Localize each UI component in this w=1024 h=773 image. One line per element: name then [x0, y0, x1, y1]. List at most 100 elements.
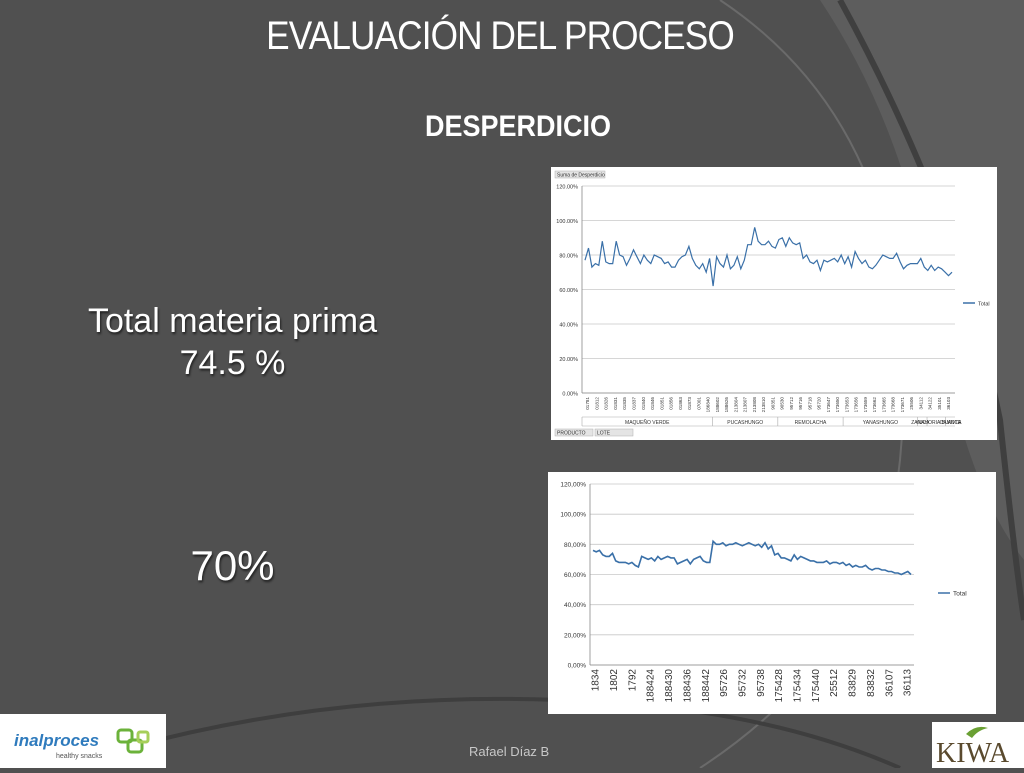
x-tick-label: 01812 — [594, 397, 599, 410]
y-tick-label: 40,00% — [564, 602, 586, 609]
x-tick-label: 35101 — [937, 397, 942, 410]
x-tick-label: 188626 — [724, 397, 729, 413]
y-tick-label: 80.00% — [559, 254, 578, 260]
x-tick-label: 90351 — [770, 397, 775, 410]
x-tick-label: 173671 — [900, 397, 905, 413]
x-tick-label: 173668 — [891, 397, 896, 413]
x-tick-label: 213808 — [752, 397, 757, 413]
series-line-total — [584, 227, 953, 287]
product-group-label: PUCASHUNGO — [727, 420, 763, 426]
y-tick-label: 60.00% — [559, 288, 578, 294]
x-tick-label: 01831 — [613, 397, 618, 410]
x-tick-label: 01873 — [687, 397, 692, 410]
y-tick-label: 40.00% — [559, 323, 578, 329]
y-tick-label: 20.00% — [559, 357, 578, 363]
x-tick-label: 188430 — [664, 669, 675, 703]
x-tick-label: 95720 — [817, 397, 822, 410]
x-tick-label: 95718 — [807, 397, 812, 410]
x-tick-label: 213804 — [733, 397, 738, 413]
x-tick-label: 34112 — [918, 397, 923, 410]
x-tick-label: 36107 — [884, 669, 895, 697]
x-tick-label: 173650 — [835, 397, 840, 413]
product-group-label: ZANAHORIA BLANCA — [911, 420, 962, 426]
kiwa-logo: KIWA — [932, 722, 1024, 769]
field-button-label: Suma de Desperdicio — [557, 173, 605, 179]
x-tick-label: 173659 — [863, 397, 868, 413]
x-tick-label: 95732 — [737, 669, 748, 697]
stat2-value: 70% — [190, 542, 275, 589]
product-group-label: CAMOTE — [940, 420, 962, 426]
chart1-svg: Suma de Desperdicio 0.00% 20.00% 40.00% 60.0… — [554, 170, 990, 437]
x-tick-label: 1834 — [591, 669, 602, 692]
x-tick-label: 173656 — [854, 397, 859, 413]
x-tick-label: 36103 — [946, 397, 951, 410]
row-button-label: LOTE — [597, 431, 611, 437]
x-tick-label: 90530 — [780, 397, 785, 410]
x-tick-label: 01826 — [604, 397, 609, 410]
field-button-suma — [554, 170, 606, 179]
x-tick-label: 01851 — [659, 397, 664, 410]
x-tick-label: 01840 — [641, 397, 646, 410]
x-tick-label: 175434 — [793, 669, 804, 703]
stat1-value: 74.5 % — [179, 344, 286, 382]
x-tick-label: 188442 — [701, 669, 712, 703]
inalproces-logo: inalproces healthy snacks — [0, 714, 166, 768]
row-button-label: PRODUCTO — [557, 431, 586, 437]
stat1-label: Total materia prima — [87, 302, 378, 340]
x-tick-label: 25512 — [829, 669, 840, 697]
x-tick-label: 173647 — [826, 397, 831, 413]
x-tick-label: 188424 — [646, 669, 657, 703]
x-tick-label: 07001 — [696, 397, 701, 410]
series-line-total — [592, 539, 912, 576]
x-tick-label: 95712 — [789, 397, 794, 410]
y-tick-label: 120.00% — [556, 185, 578, 191]
slide-title: EVALUACIÓN DEL PROCESO — [266, 14, 735, 58]
x-tick-label: 188436 — [682, 669, 693, 703]
x-tick-label: 01856 — [669, 397, 674, 410]
inalproces-logo-text: inalproces — [14, 731, 99, 750]
x-tick-label: 213810 — [761, 397, 766, 413]
x-tick-label: 1802 — [609, 669, 620, 692]
row-button — [554, 428, 594, 437]
y-tick-label: 0.00% — [562, 392, 578, 398]
x-tick-label: 213807 — [743, 397, 748, 413]
x-tick-label: 95726 — [719, 669, 730, 697]
x-tick-label: 95716 — [798, 397, 803, 410]
y-tick-label: 120,00% — [560, 482, 586, 489]
legend-label: Total — [953, 591, 967, 598]
x-tick-label: 175440 — [811, 669, 822, 703]
x-tick-label: 186840 — [706, 397, 711, 413]
legend-label: Total — [978, 302, 990, 308]
slide-subtitle: DESPERDICIO — [425, 110, 612, 143]
product-group-label: YANASHUNGO — [863, 420, 898, 426]
x-tick-label: 173653 — [844, 397, 849, 413]
inalproces-logo-tagline: healthy snacks — [56, 753, 103, 760]
chart-desperdicio-pivot: Suma de Desperdicio 0.00% 20.00% 40.00% 60.0… — [551, 167, 997, 440]
y-tick-label: 80,00% — [564, 542, 586, 549]
product-group-label: YUCA — [915, 420, 930, 426]
y-tick-label: 20,00% — [564, 632, 586, 639]
x-tick-label: 01835 — [622, 397, 627, 410]
x-tick-label: 25506 — [909, 397, 914, 410]
footer-author: Rafael Díaz B — [469, 744, 550, 759]
x-tick-label: 36113 — [903, 669, 914, 697]
x-tick-label: 34122 — [928, 397, 933, 410]
x-tick-label: 188602 — [715, 397, 720, 413]
y-tick-label: 100,00% — [560, 512, 586, 519]
x-tick-label: 173662 — [872, 397, 877, 413]
x-tick-label: 01837 — [632, 397, 637, 410]
row-button — [594, 428, 634, 437]
x-tick-label: 83829 — [848, 669, 859, 697]
chart2-svg: 0,00% 20,00% 40,00% 60,00% 80,00% 100,00% 120,… — [560, 482, 967, 703]
x-tick-label: 175428 — [774, 669, 785, 703]
x-tick-label: 1792 — [627, 669, 638, 692]
y-tick-label: 100.00% — [556, 219, 578, 225]
product-group-label: MAQUEÑO VERDE — [625, 419, 670, 426]
x-tick-label: 01846 — [650, 397, 655, 410]
y-tick-label: 0,00% — [568, 663, 587, 670]
product-group-label: REMOLACHA — [795, 420, 827, 426]
x-tick-label: 01863 — [678, 397, 683, 410]
x-tick-label: 01781 — [585, 397, 590, 410]
x-tick-label: 83832 — [866, 669, 877, 697]
stat-total-materia-prima: Total materia prima 74.5 % — [50, 300, 415, 384]
